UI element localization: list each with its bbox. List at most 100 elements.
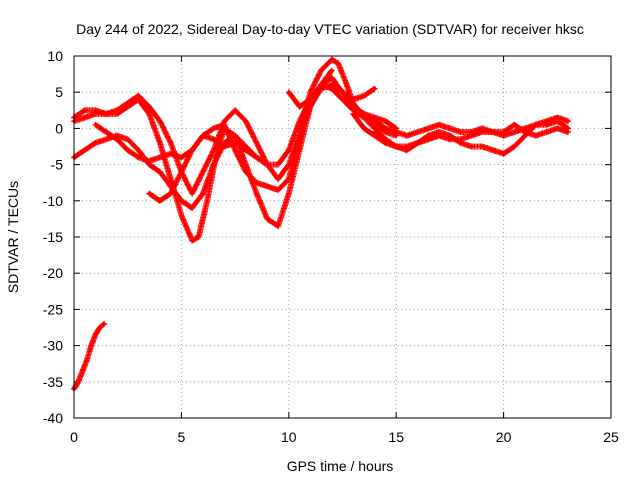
series-sat-i — [285, 82, 400, 139]
data-point — [480, 144, 484, 149]
data-point — [362, 115, 366, 120]
data-point — [491, 130, 495, 134]
data-point — [169, 191, 173, 196]
y-tick-label: 10 — [47, 48, 63, 64]
tick-marks — [73, 55, 612, 419]
data-point — [534, 134, 538, 138]
data-point — [491, 148, 495, 152]
data-point — [383, 130, 388, 134]
data-point — [502, 152, 506, 156]
data-point — [448, 134, 452, 138]
data-point — [158, 170, 162, 174]
data-point — [362, 126, 366, 130]
y-tick-label: -25 — [43, 301, 63, 317]
data-point — [383, 119, 388, 123]
data-point — [136, 97, 141, 102]
data-point — [179, 170, 183, 174]
data-point — [534, 123, 538, 127]
y-axis-label: SDTVAR / TECUs — [5, 181, 21, 293]
data-point — [480, 126, 484, 130]
data-point — [244, 148, 248, 152]
x-tick-label: 0 — [70, 429, 78, 445]
data-point — [254, 181, 259, 185]
data-point — [190, 148, 194, 152]
data-point — [190, 239, 194, 243]
data-point — [212, 126, 216, 130]
data-point — [147, 112, 151, 116]
data-point — [201, 191, 205, 196]
data-point — [83, 148, 87, 152]
data-point — [276, 177, 280, 181]
data-point — [297, 134, 302, 138]
data-point — [330, 68, 334, 73]
data-point — [469, 144, 473, 149]
data-point — [212, 163, 216, 167]
data-point — [136, 155, 141, 159]
y-tick-label: -10 — [43, 193, 63, 209]
data-point — [555, 126, 559, 130]
data-point — [147, 105, 151, 109]
data-point — [212, 148, 216, 152]
data-point — [394, 134, 398, 138]
data-point — [254, 155, 259, 159]
y-tick-label: -35 — [43, 374, 63, 390]
data-point — [287, 191, 291, 196]
data-point — [212, 137, 216, 141]
data-point — [158, 119, 162, 123]
data-point — [426, 134, 431, 138]
data-point — [512, 144, 516, 149]
series-sat-j — [71, 320, 108, 392]
data-point — [169, 152, 173, 156]
data-point — [373, 130, 377, 134]
data-point — [179, 199, 183, 203]
data-point — [373, 86, 377, 91]
data-point — [345, 83, 349, 87]
data-point — [169, 141, 173, 145]
data-point — [158, 199, 162, 203]
data-point — [437, 130, 441, 134]
data-point — [362, 94, 366, 98]
data-point — [158, 155, 162, 159]
data-point — [502, 130, 506, 134]
data-point — [480, 130, 484, 134]
data-point — [373, 123, 377, 127]
x-tick-label: 10 — [281, 429, 297, 445]
data-point — [93, 112, 98, 116]
data-point — [190, 206, 194, 210]
data-point — [319, 83, 323, 87]
data-point — [254, 191, 259, 196]
data-point — [222, 119, 226, 123]
data-point — [222, 144, 226, 149]
data-point — [93, 123, 98, 127]
data-point — [93, 333, 98, 337]
data-point — [205, 199, 209, 203]
data-point — [265, 184, 269, 188]
y-tick-label: 5 — [55, 84, 63, 100]
data-point — [244, 170, 248, 174]
data-point — [136, 94, 141, 98]
data-point — [233, 141, 237, 145]
data-point — [416, 130, 420, 134]
data-point — [405, 148, 409, 152]
data-point — [459, 141, 463, 145]
data-point — [544, 119, 549, 123]
data-point — [287, 90, 291, 94]
data-point — [93, 108, 98, 112]
data-point — [448, 126, 452, 130]
x-tick-label: 15 — [388, 429, 404, 445]
data-point — [80, 369, 85, 373]
y-tick-label: -40 — [43, 410, 63, 426]
data-point — [459, 130, 463, 134]
data-point — [265, 163, 269, 167]
data-point — [351, 108, 355, 112]
data-point — [196, 235, 201, 239]
data-point — [89, 344, 93, 348]
y-tick-label: -5 — [51, 157, 64, 173]
data-point — [308, 97, 312, 102]
data-point — [102, 322, 106, 326]
data-point — [104, 137, 108, 141]
data-point — [104, 112, 108, 116]
data-point — [287, 148, 291, 152]
data-point — [190, 191, 194, 196]
